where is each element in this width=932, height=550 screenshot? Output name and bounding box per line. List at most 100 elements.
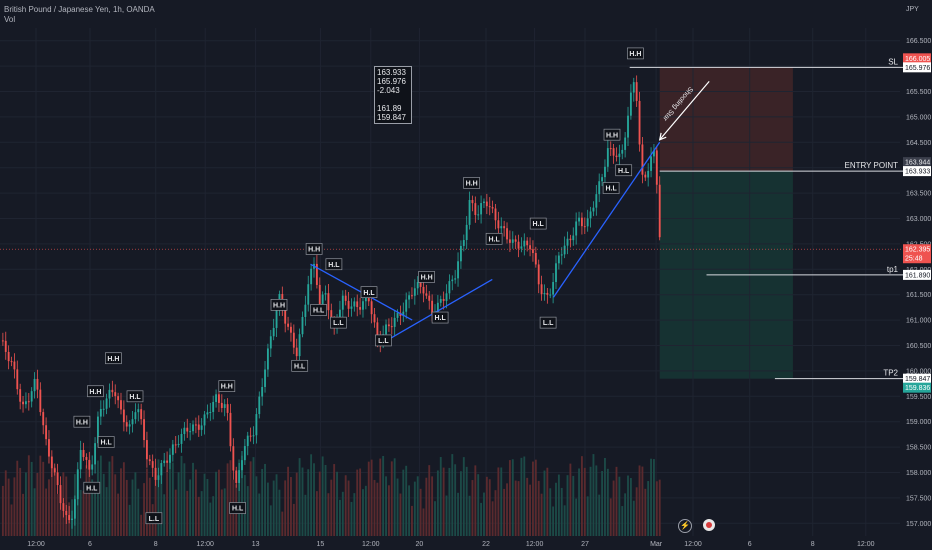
lightning-icon[interactable]: ⚡ — [678, 519, 692, 533]
candle-body — [462, 240, 465, 246]
time-axis-bg — [0, 536, 903, 550]
candle-body — [180, 433, 183, 444]
candle-body — [114, 392, 117, 397]
candle-body — [318, 284, 321, 306]
candle-body — [431, 300, 434, 315]
time-tick-label: 6 — [748, 541, 752, 548]
volume-bar — [411, 505, 413, 536]
volume-bar — [281, 511, 284, 536]
volume-bar — [344, 475, 347, 536]
volume-bar — [462, 457, 465, 536]
volume-bar — [364, 485, 367, 536]
volume-bar — [120, 468, 122, 536]
candle-body — [42, 412, 45, 426]
candle-body — [517, 241, 520, 249]
tp1-tag: 161.890 — [905, 272, 930, 279]
candle-body — [295, 347, 298, 357]
swing-label: H.H — [606, 132, 618, 139]
candle-body — [197, 424, 200, 430]
volume-bar — [180, 455, 183, 536]
candle-body — [160, 463, 163, 476]
volume-bar — [307, 469, 310, 536]
candle-body — [22, 401, 24, 405]
price-tick-label: 166.500 — [906, 38, 931, 45]
swing-label: H.L — [313, 308, 325, 315]
volume-bar — [557, 474, 560, 536]
candle-body — [7, 351, 10, 362]
volume-bar — [226, 463, 229, 536]
volume-bar — [42, 461, 45, 536]
swing-label: H.H — [76, 419, 88, 426]
candle-body — [71, 518, 73, 521]
candle-body — [615, 155, 618, 158]
record-icon[interactable] — [703, 519, 715, 531]
swing-label-box — [305, 243, 323, 255]
volume-bar — [292, 503, 295, 536]
stop-loss-line-label: SL — [888, 57, 898, 66]
candle-body — [442, 298, 445, 301]
candle-body — [546, 292, 549, 295]
volume-bar — [88, 460, 91, 536]
candle-body — [339, 309, 341, 323]
candle-body — [94, 443, 96, 465]
volume-bar — [206, 478, 209, 536]
swing-label: H.L — [434, 315, 446, 322]
volume-bar — [145, 468, 148, 536]
volume-bar — [367, 461, 370, 536]
candle-body — [73, 499, 76, 519]
candle-body — [272, 327, 275, 337]
volume-bar — [552, 506, 555, 536]
candle-body — [604, 166, 606, 178]
candle-body — [526, 240, 529, 246]
candle-body — [169, 454, 171, 463]
stats-entry: 163.933 — [377, 68, 406, 77]
volume-bar — [7, 478, 10, 536]
price-tick-label: 163.500 — [906, 191, 931, 198]
volume-bar — [212, 496, 215, 536]
candle-body — [186, 427, 189, 432]
candle-body — [33, 378, 36, 392]
candle-body — [416, 282, 419, 289]
candle-body — [143, 419, 145, 441]
volume-bar — [419, 488, 422, 536]
volume-bar — [261, 468, 264, 536]
candle-body — [485, 201, 488, 207]
candle-body — [621, 149, 624, 154]
candle-body — [448, 281, 451, 294]
candle-body — [560, 254, 563, 256]
volume-bar — [53, 467, 56, 536]
candle-body — [203, 414, 206, 426]
volume-bar — [601, 471, 604, 536]
volume-bar — [465, 466, 468, 536]
candle-body — [145, 440, 148, 460]
volume-bar — [609, 498, 612, 536]
candle-body — [353, 301, 356, 307]
candle-body — [364, 297, 367, 302]
volume-bar — [327, 493, 330, 536]
candle-body — [163, 460, 166, 464]
time-tick-label: 15 — [317, 541, 325, 548]
candle-body — [206, 412, 209, 415]
volume-bar — [272, 480, 275, 536]
candle-body — [653, 150, 655, 157]
candle-body — [53, 468, 56, 473]
volume-bar — [339, 499, 341, 536]
volume-bar — [627, 475, 629, 536]
volume-bar — [387, 485, 390, 536]
volume-bar — [157, 459, 160, 536]
volume-bar — [131, 479, 134, 536]
candle-body — [413, 288, 416, 296]
volume-bar — [658, 479, 661, 536]
candle-body — [627, 115, 629, 138]
swing-label: H.L — [294, 363, 306, 370]
volume-bar — [99, 455, 102, 536]
candle-body — [589, 211, 592, 219]
volume-bar — [111, 456, 114, 536]
volume-bar — [258, 493, 261, 536]
swing-label-box — [539, 316, 557, 329]
volume-bar — [514, 480, 517, 536]
candle-body — [232, 446, 235, 471]
swing-label-box — [603, 128, 621, 141]
time-tick-label: 27 — [581, 541, 589, 548]
